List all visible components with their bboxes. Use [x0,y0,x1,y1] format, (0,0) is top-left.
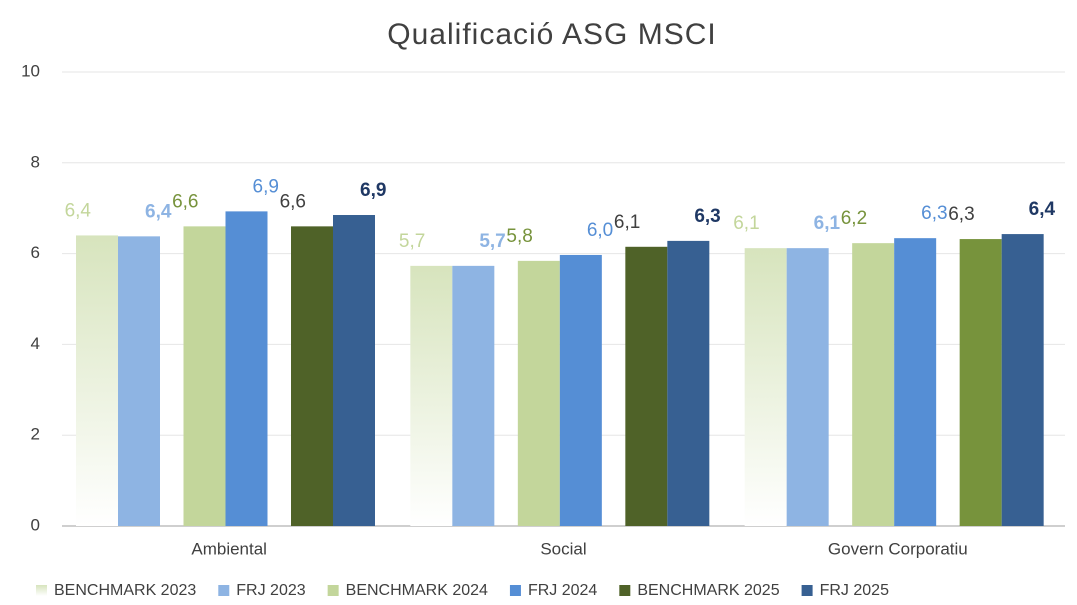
data-label: 6,3 [694,206,720,227]
data-label: 6,9 [253,176,279,197]
data-label: 6,6 [280,191,306,212]
data-label: 5,8 [506,226,532,247]
legend-swatch [801,585,813,596]
y-tick-label: 10 [21,61,40,80]
bar [452,265,495,526]
data-label: 5,7 [399,231,425,252]
data-label: 6,0 [587,220,613,241]
y-tick-label: 0 [31,515,40,534]
bar [1001,234,1044,526]
legend-swatch [509,585,521,596]
data-label: 6,1 [733,213,759,234]
bar [118,236,160,526]
legend-swatch [218,585,230,596]
bar [786,248,829,527]
data-label: 6,4 [1029,199,1056,220]
chart-title: Qualificació ASG MSCI [387,18,716,51]
data-label: 6,4 [65,200,92,221]
x-tick-label: Govern Corporatiu [828,539,968,558]
y-tick-label: 8 [31,152,40,171]
data-label: 6,1 [614,212,640,233]
bar [852,243,895,526]
legend-swatch [327,585,339,596]
bar [894,238,937,526]
y-tick-label: 4 [31,334,40,353]
y-tick-label: 2 [31,425,40,444]
bar [667,240,710,526]
data-label: 6,6 [172,191,198,212]
bar [959,239,1002,526]
data-label: 6,3 [948,204,974,225]
legend-swatch [36,585,47,596]
bar [76,235,118,526]
legend-label: BENCHMARK 2023 [54,582,196,599]
bar [559,254,602,526]
bar [183,226,226,527]
data-label: 6,3 [921,203,947,224]
x-tick-label: Social [540,539,586,558]
data-label: 6,2 [841,208,867,229]
bar [625,246,668,527]
data-label: 5,7 [479,231,505,252]
bar [517,260,560,526]
data-label: 6,4 [145,201,172,222]
x-tick-label: Ambiental [191,539,267,558]
data-label: 6,1 [814,213,841,234]
y-tick-label: 6 [31,243,40,262]
bar [291,226,333,527]
bar [410,265,453,526]
bar [225,211,268,527]
data-label: 6,9 [360,180,386,201]
legend-label: FRJ 2024 [528,582,597,599]
legend-label: BENCHMARK 2025 [637,582,779,599]
bar [333,215,375,526]
legend-label: FRJ 2025 [820,582,889,599]
bar [744,248,787,527]
legend-label: FRJ 2023 [236,582,305,599]
legend-swatch [619,585,631,596]
legend-label: BENCHMARK 2024 [346,582,488,599]
